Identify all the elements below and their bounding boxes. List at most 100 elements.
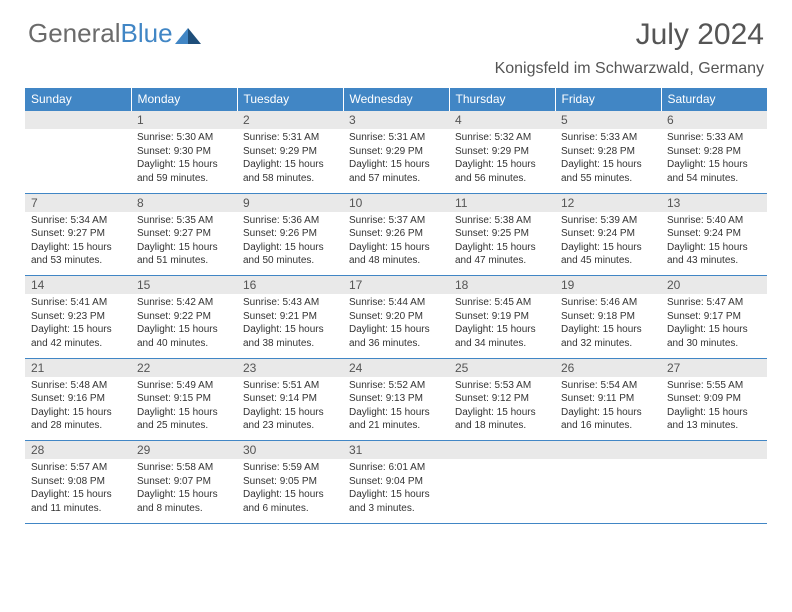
sunrise-text: Sunrise: 5:36 AM (243, 214, 337, 228)
daylight-text-2: and 21 minutes. (349, 419, 443, 433)
daylight-text-1: Daylight: 15 hours (31, 241, 125, 255)
day-info-cell: Sunrise: 5:43 AMSunset: 9:21 PMDaylight:… (237, 294, 343, 358)
sunrise-text: Sunrise: 5:35 AM (137, 214, 231, 228)
sunrise-text: Sunrise: 5:32 AM (455, 131, 549, 145)
sunset-text: Sunset: 9:26 PM (243, 227, 337, 241)
sunrise-text: Sunrise: 5:31 AM (349, 131, 443, 145)
daylight-text-2: and 48 minutes. (349, 254, 443, 268)
day-number-cell: 30 (237, 441, 343, 460)
day-info-cell: Sunrise: 5:39 AMSunset: 9:24 PMDaylight:… (555, 212, 661, 276)
sunset-text: Sunset: 9:27 PM (137, 227, 231, 241)
day-number-cell: 21 (25, 358, 131, 377)
sunrise-text: Sunrise: 5:45 AM (455, 296, 549, 310)
sunrise-text: Sunrise: 5:30 AM (137, 131, 231, 145)
day-number-cell: 26 (555, 358, 661, 377)
day-info-cell (555, 459, 661, 523)
daylight-text-1: Daylight: 15 hours (349, 323, 443, 337)
logo-text-2: Blue (121, 18, 173, 49)
day-number-cell: 16 (237, 276, 343, 295)
sunset-text: Sunset: 9:24 PM (561, 227, 655, 241)
day-number-cell: 6 (661, 111, 767, 130)
sunset-text: Sunset: 9:09 PM (667, 392, 761, 406)
sunset-text: Sunset: 9:29 PM (243, 145, 337, 159)
day-info-cell: Sunrise: 5:30 AMSunset: 9:30 PMDaylight:… (131, 129, 237, 193)
day-number-cell: 10 (343, 193, 449, 212)
daylight-text-1: Daylight: 15 hours (349, 241, 443, 255)
daylight-text-1: Daylight: 15 hours (243, 488, 337, 502)
sunrise-text: Sunrise: 5:40 AM (667, 214, 761, 228)
daylight-text-1: Daylight: 15 hours (667, 241, 761, 255)
day-info-cell: Sunrise: 5:33 AMSunset: 9:28 PMDaylight:… (555, 129, 661, 193)
info-row: Sunrise: 5:30 AMSunset: 9:30 PMDaylight:… (25, 129, 767, 193)
daylight-text-2: and 32 minutes. (561, 337, 655, 351)
day-number-cell: 28 (25, 441, 131, 460)
sunset-text: Sunset: 9:14 PM (243, 392, 337, 406)
sunrise-text: Sunrise: 6:01 AM (349, 461, 443, 475)
info-row: Sunrise: 5:48 AMSunset: 9:16 PMDaylight:… (25, 377, 767, 441)
sunset-text: Sunset: 9:13 PM (349, 392, 443, 406)
daylight-text-2: and 47 minutes. (455, 254, 549, 268)
day-number-cell (25, 111, 131, 130)
daylight-text-2: and 56 minutes. (455, 172, 549, 186)
col-sunday: Sunday (25, 88, 131, 111)
daylight-text-1: Daylight: 15 hours (137, 323, 231, 337)
sunrise-text: Sunrise: 5:41 AM (31, 296, 125, 310)
day-number-cell: 12 (555, 193, 661, 212)
day-number-cell: 14 (25, 276, 131, 295)
day-info-cell: Sunrise: 5:58 AMSunset: 9:07 PMDaylight:… (131, 459, 237, 523)
daylight-text-1: Daylight: 15 hours (455, 406, 549, 420)
day-info-cell: Sunrise: 5:51 AMSunset: 9:14 PMDaylight:… (237, 377, 343, 441)
daylight-text-2: and 16 minutes. (561, 419, 655, 433)
day-info-cell: Sunrise: 5:36 AMSunset: 9:26 PMDaylight:… (237, 212, 343, 276)
sunset-text: Sunset: 9:16 PM (31, 392, 125, 406)
day-info-cell: Sunrise: 5:49 AMSunset: 9:15 PMDaylight:… (131, 377, 237, 441)
daylight-text-2: and 23 minutes. (243, 419, 337, 433)
sunrise-text: Sunrise: 5:44 AM (349, 296, 443, 310)
day-number-cell: 8 (131, 193, 237, 212)
day-info-cell (25, 129, 131, 193)
month-title: July 2024 (495, 18, 764, 52)
day-number-cell: 31 (343, 441, 449, 460)
sunset-text: Sunset: 9:29 PM (349, 145, 443, 159)
sunset-text: Sunset: 9:27 PM (31, 227, 125, 241)
daylight-text-2: and 51 minutes. (137, 254, 231, 268)
sunset-text: Sunset: 9:04 PM (349, 475, 443, 489)
day-number-cell: 4 (449, 111, 555, 130)
weekday-header-row: Sunday Monday Tuesday Wednesday Thursday… (25, 88, 767, 111)
day-number-cell: 22 (131, 358, 237, 377)
day-number-cell: 7 (25, 193, 131, 212)
day-info-cell: Sunrise: 5:46 AMSunset: 9:18 PMDaylight:… (555, 294, 661, 358)
day-info-cell: Sunrise: 5:59 AMSunset: 9:05 PMDaylight:… (237, 459, 343, 523)
day-info-cell: Sunrise: 5:55 AMSunset: 9:09 PMDaylight:… (661, 377, 767, 441)
daylight-text-1: Daylight: 15 hours (243, 323, 337, 337)
daylight-text-1: Daylight: 15 hours (561, 323, 655, 337)
logo-triangle-icon (175, 24, 201, 44)
day-number-cell: 19 (555, 276, 661, 295)
sunset-text: Sunset: 9:29 PM (455, 145, 549, 159)
daylight-text-1: Daylight: 15 hours (667, 158, 761, 172)
day-number-cell: 20 (661, 276, 767, 295)
day-info-cell: Sunrise: 5:47 AMSunset: 9:17 PMDaylight:… (661, 294, 767, 358)
daynum-row: 123456 (25, 111, 767, 130)
logo-text-1: General (28, 18, 121, 49)
day-number-cell: 5 (555, 111, 661, 130)
day-info-cell: Sunrise: 5:34 AMSunset: 9:27 PMDaylight:… (25, 212, 131, 276)
sunrise-text: Sunrise: 5:58 AM (137, 461, 231, 475)
daylight-text-1: Daylight: 15 hours (349, 158, 443, 172)
col-thursday: Thursday (449, 88, 555, 111)
sunrise-text: Sunrise: 5:53 AM (455, 379, 549, 393)
daylight-text-2: and 28 minutes. (31, 419, 125, 433)
day-info-cell (449, 459, 555, 523)
daylight-text-1: Daylight: 15 hours (667, 323, 761, 337)
sunrise-text: Sunrise: 5:42 AM (137, 296, 231, 310)
daylight-text-2: and 54 minutes. (667, 172, 761, 186)
daylight-text-1: Daylight: 15 hours (561, 158, 655, 172)
day-number-cell: 9 (237, 193, 343, 212)
title-block: July 2024 Konigsfeld im Schwarzwald, Ger… (495, 18, 764, 78)
day-number-cell (661, 441, 767, 460)
day-info-cell: Sunrise: 5:54 AMSunset: 9:11 PMDaylight:… (555, 377, 661, 441)
sunrise-text: Sunrise: 5:49 AM (137, 379, 231, 393)
day-number-cell: 15 (131, 276, 237, 295)
day-number-cell: 13 (661, 193, 767, 212)
sunset-text: Sunset: 9:22 PM (137, 310, 231, 324)
